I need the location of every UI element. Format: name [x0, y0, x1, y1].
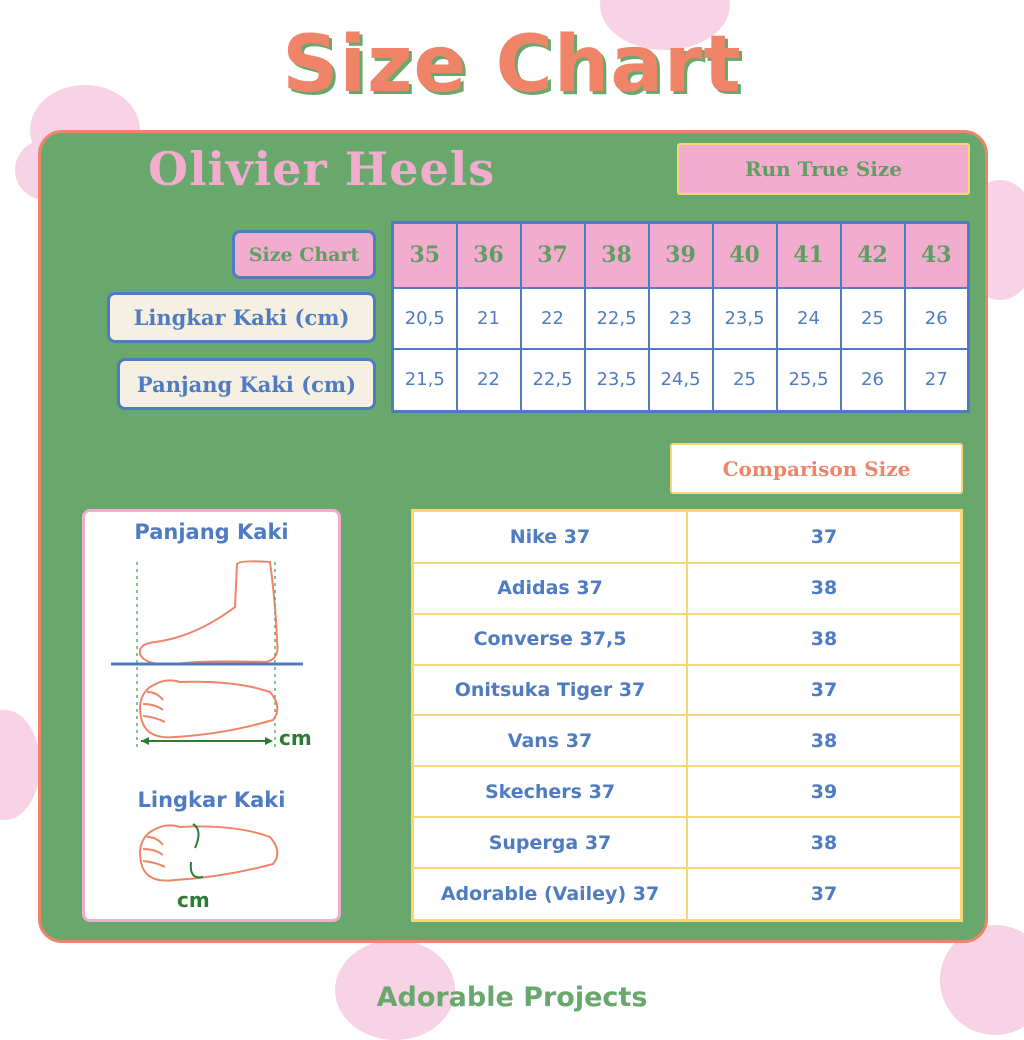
fit-badge: Run True Size: [677, 143, 970, 195]
size-value-cell: 23: [647, 286, 714, 350]
comparison-row: Skechers 37 39: [411, 765, 963, 819]
brand-title: Olivier Heels: [148, 142, 496, 196]
comparison-size: 38: [686, 561, 963, 615]
size-value-cell: 22,5: [519, 347, 586, 413]
size-header-cell: 40: [711, 221, 778, 289]
size-value-cell: 21,5: [391, 347, 458, 413]
size-value-cell: 24: [775, 286, 842, 350]
size-header-cell: 42: [839, 221, 906, 289]
foot-illustration: [111, 560, 303, 882]
comparison-row: Adorable (Vailey) 37 37: [411, 867, 963, 922]
comparison-brand: Superga 37: [411, 816, 688, 870]
size-value-cell: 24,5: [647, 347, 714, 413]
size-value-cell: 25: [711, 347, 778, 413]
length-guide-title: Panjang Kaki: [134, 520, 289, 544]
length-unit: cm: [279, 726, 312, 750]
decor-cloud: [0, 710, 40, 820]
size-header-row: 35 36 37 38 39 40 41 42 43: [391, 221, 970, 289]
comparison-row: Adidas 37 38: [411, 561, 963, 615]
measure-guide-card: Panjang Kaki cm Lingkar Kaki cm: [82, 509, 341, 922]
comparison-row: Superga 37 38: [411, 816, 963, 870]
comparison-brand: Skechers 37: [411, 765, 688, 819]
circumference-arrow: [189, 823, 204, 879]
size-header-cell: 41: [775, 221, 842, 289]
size-value-cell: 22,5: [583, 286, 650, 350]
comparison-brand: Converse 37,5: [411, 612, 688, 666]
comparison-size: 37: [686, 509, 963, 564]
decor-cloud: [940, 925, 1024, 1035]
comparison-brand: Adidas 37: [411, 561, 688, 615]
size-table: 35 36 37 38 39 40 41 42 43 20,5 21 22 22,5 23 23,5 24 2…: [391, 221, 970, 413]
comparison-row: Onitsuka Tiger 37 37: [411, 663, 963, 717]
size-header-cell: 35: [391, 221, 458, 289]
size-value-cell: 23,5: [583, 347, 650, 413]
size-header-cell: 37: [519, 221, 586, 289]
comparison-row: Nike 37 37: [411, 509, 963, 564]
comparison-size: 38: [686, 816, 963, 870]
comparison-size: 39: [686, 765, 963, 819]
width-unit: cm: [177, 888, 210, 912]
size-value-cell: 27: [903, 347, 970, 413]
size-value-cell: 22: [519, 286, 586, 350]
comparison-size: 38: [686, 714, 963, 768]
footer-credit: Adorable Projects: [376, 982, 648, 1013]
row-label-panjang: Panjang Kaki (cm): [117, 358, 376, 410]
size-value-cell: 20,5: [391, 286, 458, 350]
comparison-brand: Nike 37: [411, 509, 688, 564]
decor-cloud: [335, 940, 455, 1040]
size-value-cell: 25,5: [775, 347, 842, 413]
foot-side-icon: [138, 560, 279, 666]
lingkar-row: 20,5 21 22 22,5 23 23,5 24 25 26: [391, 286, 970, 350]
size-value-cell: 21: [455, 286, 522, 350]
panjang-row: 21,5 22 22,5 23,5 24,5 25 25,5 26 27: [391, 347, 970, 413]
size-chart-label: Size Chart: [232, 230, 376, 279]
comparison-size: 37: [686, 867, 963, 922]
comparison-row: Vans 37 38: [411, 714, 963, 768]
comparison-brand: Adorable (Vailey) 37: [411, 867, 688, 922]
comparison-size: 37: [686, 663, 963, 717]
row-label-lingkar: Lingkar Kaki (cm): [107, 292, 376, 343]
size-header-cell: 36: [455, 221, 522, 289]
foot-width-icon: [139, 824, 279, 882]
width-guide-title: Lingkar Kaki: [137, 788, 286, 812]
comparison-size: 38: [686, 612, 963, 666]
size-value-cell: 26: [839, 347, 906, 413]
size-value-cell: 23,5: [711, 286, 778, 350]
foot-top-icon: [139, 679, 279, 739]
comparison-brand: Vans 37: [411, 714, 688, 768]
comparison-table: Nike 37 37 Adidas 37 38 Converse 37,5 38 Onits…: [411, 509, 963, 922]
comparison-title: Comparison Size: [670, 443, 963, 494]
size-header-cell: 38: [583, 221, 650, 289]
size-header-cell: 43: [903, 221, 970, 289]
size-header-cell: 39: [647, 221, 714, 289]
comparison-row: Converse 37,5 38: [411, 612, 963, 666]
size-value-cell: 25: [839, 286, 906, 350]
page-title: Size Chart: [282, 20, 742, 110]
comparison-brand: Onitsuka Tiger 37: [411, 663, 688, 717]
size-value-cell: 26: [903, 286, 970, 350]
size-value-cell: 22: [455, 347, 522, 413]
